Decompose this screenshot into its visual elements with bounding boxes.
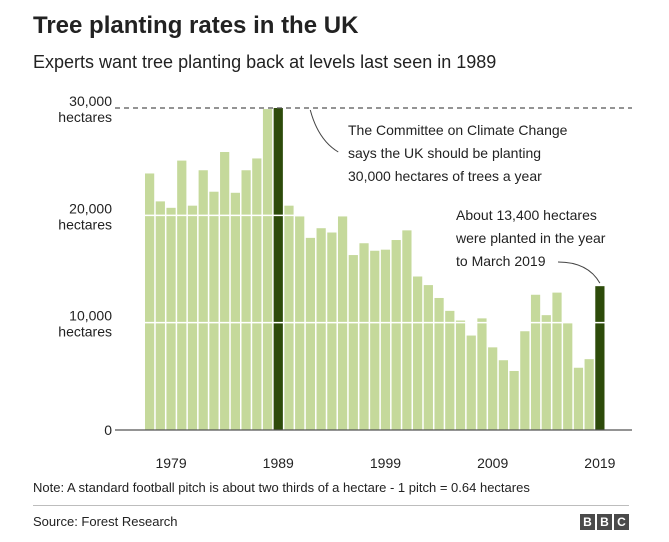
annotation-2019: About 13,400 hectares were planted in the…: [455, 207, 606, 269]
bar-1994: [327, 232, 337, 430]
footnote: Note: A standard football pitch is about…: [33, 480, 530, 495]
x-tick-label-2009: 2009: [477, 455, 508, 471]
bar-1992: [305, 237, 316, 430]
bar-1999: [380, 249, 391, 430]
bar-1979: [166, 207, 176, 430]
y-tick-label-30000: 30,000 hectares: [58, 93, 112, 125]
bar-1996: [348, 255, 358, 430]
bar-2006: [455, 320, 466, 430]
bar-1989: [273, 108, 283, 430]
x-tick-label-1999: 1999: [370, 455, 401, 471]
logo-letter-c: C: [614, 514, 629, 530]
bar-2019: [595, 286, 605, 430]
bar-chart: 0 10,000 hectares 20,000 hectares 30,000 hecta…: [58, 93, 632, 471]
bar-1987: [252, 158, 262, 430]
logo-letter-b2: B: [597, 514, 612, 530]
bar-2017: [573, 367, 584, 430]
bar-2000: [391, 240, 401, 430]
bar-1984: [220, 152, 230, 430]
bar-2010: [498, 360, 509, 430]
bar-2008: [477, 318, 487, 430]
x-tick-label-1979: 1979: [155, 455, 186, 471]
y-tick-label-10000: 10,000 hectares: [58, 308, 112, 340]
annotation-2019-leader: [557, 261, 601, 284]
bar-1993: [316, 228, 326, 430]
x-tick-label-2019: 2019: [584, 455, 615, 471]
y-tick-label-20000: 20,000 hectares: [58, 200, 112, 232]
chart-subtitle: Experts want tree planting back at level…: [33, 52, 497, 72]
bar-1998: [370, 250, 380, 430]
bar-1988: [262, 109, 273, 430]
bar-1986: [241, 170, 251, 430]
bar-1997: [359, 243, 369, 430]
source-credit: Source: Forest Research: [33, 514, 178, 529]
bar-2003: [423, 285, 433, 430]
annotation-1989: The Committee on Climate Change says the …: [348, 122, 568, 184]
bar-2005: [445, 310, 455, 430]
bar-2009: [488, 347, 498, 430]
logo-letter-b1: B: [580, 514, 595, 530]
bar-1981: [187, 205, 198, 430]
bar-2002: [413, 276, 423, 430]
bar-1978: [155, 201, 165, 430]
bar-1983: [209, 191, 219, 430]
annotation-1989-leader: [309, 109, 339, 153]
chart-title: Tree planting rates in the UK: [33, 12, 359, 39]
bar-1982: [198, 170, 208, 430]
y-tick-label-0: 0: [104, 422, 112, 438]
bar-2013: [530, 294, 541, 430]
bar-2016: [563, 322, 573, 430]
x-tick-label-1989: 1989: [263, 455, 294, 471]
bar-2015: [552, 292, 562, 430]
bar-1980: [177, 160, 187, 430]
footer-divider: [33, 505, 629, 506]
bar-1985: [230, 192, 240, 430]
bar-2007: [466, 335, 476, 430]
bar-2004: [434, 297, 444, 430]
bbc-logo: B B C: [580, 514, 629, 530]
bar-2014: [541, 315, 551, 430]
bar-1977: [145, 173, 155, 430]
bar-1990: [284, 205, 294, 430]
bar-2012: [520, 331, 530, 430]
bar-2018: [584, 359, 594, 430]
bar-2001: [402, 230, 412, 430]
bar-2011: [509, 370, 519, 430]
